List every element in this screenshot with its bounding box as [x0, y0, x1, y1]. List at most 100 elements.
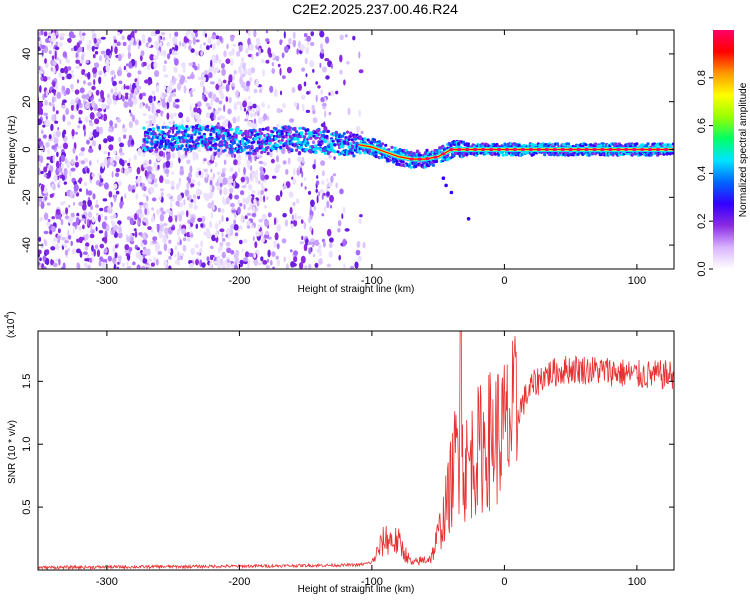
- spectrogram-noise-cell: [174, 44, 179, 52]
- spectrogram-signal-cell: [617, 153, 622, 157]
- spectrogram-noise-cell: [266, 115, 270, 121]
- spectrogram-signal-cell: [309, 136, 313, 140]
- spectrogram-noise-cell: [162, 64, 167, 73]
- spectrogram-noise-cell: [259, 166, 264, 172]
- spectrogram-noise-cell: [119, 142, 124, 148]
- spectrogram-noise-cell: [58, 258, 61, 266]
- spectrogram-signal-cell: [304, 132, 308, 136]
- spectrogram-noise-cell: [152, 114, 157, 120]
- spectrogram-noise-cell: [212, 93, 217, 101]
- spectrogram-noise-cell: [281, 52, 285, 59]
- spectrogram-noise-cell: [248, 154, 252, 161]
- spectrogram-noise-cell: [216, 171, 221, 176]
- spectrogram-noise-cell: [103, 236, 108, 244]
- spectrogram-noise-cell: [68, 216, 73, 224]
- spectrogram-noise-cell: [263, 205, 268, 209]
- spectrogram-noise-cell: [130, 139, 135, 146]
- spectrogram-noise-cell: [256, 200, 260, 207]
- spectrogram-noise-cell: [46, 156, 52, 160]
- spectrogram-noise-cell: [112, 245, 116, 254]
- spectrogram-noise-cell: [271, 68, 276, 74]
- spectrogram-noise-cell: [94, 51, 99, 55]
- spectrogram-noise-cell: [42, 255, 46, 262]
- spectrogram-noise-cell: [156, 50, 161, 56]
- spectrogram-noise-cell: [38, 160, 41, 168]
- spectrogram-noise-cell: [152, 90, 155, 95]
- spectrogram-noise-cell: [239, 259, 244, 266]
- spectrogram-noise-cell: [62, 210, 65, 216]
- spectrogram-noise-cell: [177, 194, 182, 202]
- spectrogram-noise-cell: [64, 239, 69, 244]
- spectrogram-noise-cell: [339, 69, 343, 75]
- spectrogram-noise-cell: [59, 59, 62, 65]
- spectrogram-noise-cell: [142, 251, 147, 255]
- spectrogram-signal-cell: [250, 145, 254, 149]
- spectrogram-noise-cell: [321, 103, 327, 107]
- spectrogram-noise-cell: [291, 87, 296, 93]
- spectrogram-noise-cell: [87, 199, 92, 207]
- spectrogram-noise-cell: [261, 238, 265, 243]
- snr-x-tick-label: -100: [361, 576, 383, 588]
- spectrogram-signal-cell: [204, 137, 208, 141]
- spectrogram-noise-cell: [242, 62, 246, 71]
- spectrogram-noise-cell: [247, 120, 253, 127]
- spectrogram-noise-cell: [98, 181, 102, 187]
- spectrogram-noise-cell: [355, 249, 361, 256]
- spectrogram-noise-cell: [98, 260, 102, 267]
- spectrogram-noise-cell: [66, 120, 72, 126]
- spectrogram-signal-cell: [435, 159, 439, 163]
- spectrogram-noise-cell: [168, 265, 172, 269]
- spectrogram-signal-cell: [212, 139, 216, 143]
- spectrogram-noise-cell: [158, 150, 164, 157]
- spectrogram-noise-cell: [265, 38, 270, 42]
- spectrogram-noise-cell: [57, 145, 63, 149]
- spectrogram-noise-cell: [286, 263, 289, 269]
- spectrogram-noise-cell: [53, 96, 57, 102]
- spectrogram-noise-cell: [309, 60, 315, 68]
- spectrogram-noise-cell: [195, 39, 200, 43]
- spectrogram-noise-cell: [160, 50, 164, 57]
- spectrogram-noise-cell: [79, 237, 85, 241]
- spectrogram-noise-cell: [138, 40, 141, 46]
- spectrogram-noise-cell: [223, 159, 227, 165]
- spectrogram-noise-cell: [79, 251, 83, 258]
- spectrogram-signal-cell: [377, 140, 381, 144]
- spectrogram-noise-cell: [74, 89, 80, 95]
- spectrogram-signal-cell: [234, 130, 238, 134]
- spectrogram-noise-cell: [222, 79, 227, 84]
- spectrogram-noise-cell: [328, 92, 331, 96]
- spectrogram-noise-cell: [215, 54, 219, 62]
- spectrogram-noise-cell: [88, 219, 92, 226]
- spectrogram-noise-cell: [88, 40, 92, 44]
- spectrogram-noise-cell: [252, 236, 255, 242]
- spectrogram-noise-cell: [53, 174, 58, 182]
- spectrogram-signal-cell: [220, 140, 224, 144]
- spectrogram-noise-cell: [260, 49, 264, 53]
- spectrogram-noise-cell: [256, 104, 260, 111]
- spectrogram-noise-cell: [146, 165, 152, 172]
- spectrogram-noise-cell: [268, 52, 273, 58]
- spectrogram-signal-cell: [193, 132, 197, 136]
- spectrogram-noise-cell: [239, 68, 243, 77]
- spectrogram-noise-cell: [98, 55, 103, 62]
- spectrogram-noise-cell: [319, 250, 322, 257]
- spectrogram-noise-cell: [306, 40, 310, 46]
- spectrogram-signal-cell: [283, 129, 288, 133]
- spectrogram-signal-cell: [543, 153, 547, 157]
- spectrogram-noise-cell: [69, 190, 74, 199]
- spectrogram-noise-cell: [264, 219, 270, 228]
- spectrogram-noise-cell: [91, 244, 94, 252]
- spectrogram-noise-cell: [126, 259, 129, 266]
- spectrogram-noise-cell: [102, 259, 107, 263]
- colorbar-label: Normalized spectral amplitude: [738, 82, 749, 217]
- spectrogram-noise-cell: [142, 239, 147, 243]
- spectrogram-noise-cell: [128, 61, 133, 69]
- spectrogram-noise-cell: [229, 167, 234, 173]
- spectrogram-noise-cell: [228, 96, 232, 104]
- spectrogram-noise-cell: [300, 219, 304, 224]
- spectrogram-noise-cell: [87, 218, 90, 226]
- spectrogram-noise-cell: [180, 75, 186, 83]
- spectrogram-noise-cell: [315, 188, 319, 193]
- spectrogram-noise-cell: [221, 85, 225, 90]
- spectrogram-noise-cell: [215, 83, 220, 91]
